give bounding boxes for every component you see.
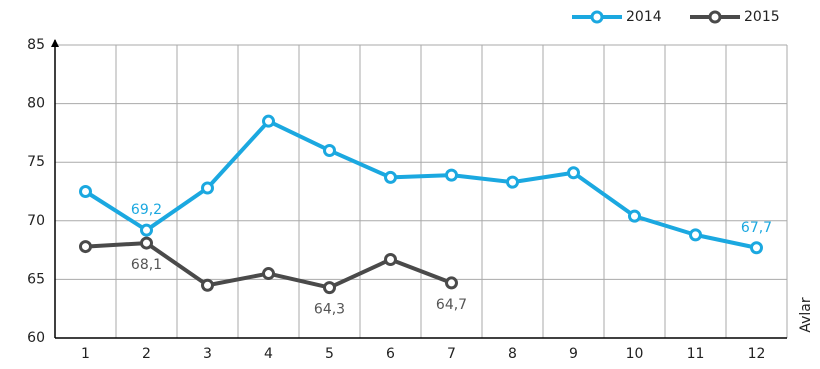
point — [79, 185, 92, 198]
point — [628, 209, 641, 223]
y-tick-label: 85 — [27, 37, 45, 53]
x-axis-label: Avlar — [798, 297, 814, 333]
point — [384, 170, 397, 184]
legend-label: 2015 — [744, 9, 780, 25]
x-tick-label: 10 — [626, 346, 644, 362]
point — [201, 181, 214, 195]
y-tick-label: 75 — [27, 154, 45, 170]
point — [201, 278, 214, 292]
point — [140, 223, 153, 237]
legend-label: 2014 — [626, 9, 662, 25]
y-axis-arrow — [51, 39, 59, 47]
x-tick-label: 2 — [142, 346, 151, 362]
data-label: 67,7 — [741, 220, 772, 236]
x-tick-label: 3 — [203, 346, 212, 362]
x-tick-label: 9 — [569, 346, 578, 362]
x-tick-label: 5 — [325, 346, 334, 362]
point — [689, 228, 702, 242]
point — [567, 166, 580, 180]
point — [506, 175, 519, 189]
point — [262, 267, 275, 281]
legend-marker — [590, 10, 604, 24]
x-tick-label: 4 — [264, 346, 273, 362]
point — [384, 252, 397, 266]
y-tick-label: 65 — [27, 271, 45, 287]
point — [140, 236, 153, 250]
point — [323, 143, 336, 157]
data-label: 64,7 — [436, 297, 467, 313]
data-label: 68,1 — [131, 257, 162, 273]
point — [445, 168, 458, 182]
point — [262, 114, 275, 128]
point — [79, 240, 92, 254]
x-tick-label: 12 — [748, 346, 766, 362]
x-tick-label: 6 — [386, 346, 395, 362]
data-label: 64,3 — [314, 302, 345, 318]
x-tick-label: 8 — [508, 346, 517, 362]
point — [445, 276, 458, 290]
series-line — [84, 119, 757, 250]
legend-marker — [708, 10, 722, 24]
point — [323, 281, 336, 295]
y-tick-label: 80 — [27, 96, 45, 112]
y-tick-label: 70 — [27, 213, 45, 229]
y-tick-label: 60 — [27, 330, 45, 346]
x-tick-label: 1 — [81, 346, 90, 362]
point — [750, 241, 763, 255]
data-label: 69,2 — [131, 202, 162, 218]
x-tick-label: 11 — [687, 346, 705, 362]
x-tick-label: 7 — [447, 346, 456, 362]
